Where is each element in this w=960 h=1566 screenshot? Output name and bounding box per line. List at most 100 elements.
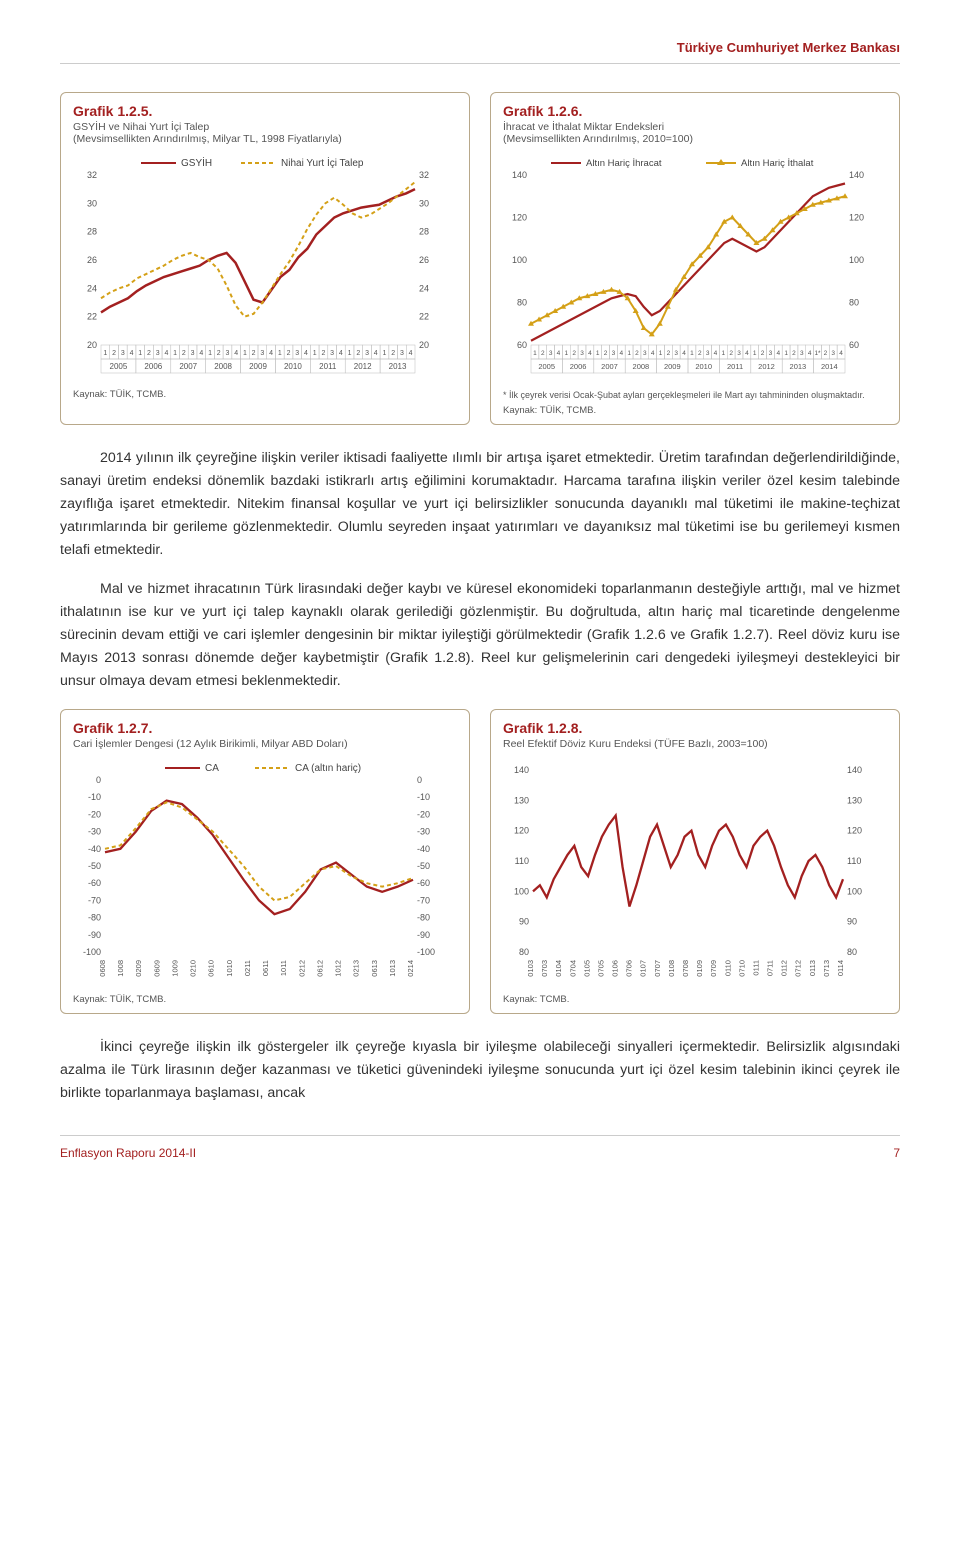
svg-text:110: 110 xyxy=(847,856,861,866)
svg-text:2: 2 xyxy=(761,350,765,357)
svg-text:3: 3 xyxy=(260,350,264,357)
chart-126-title: Grafik 1.2.6. xyxy=(503,103,887,119)
chart-128-sub: Reel Efektif Döviz Kuru Endeksi (TÜFE Ba… xyxy=(503,738,887,750)
svg-text:0214: 0214 xyxy=(406,960,415,977)
svg-text:2: 2 xyxy=(572,350,576,357)
svg-text:0707: 0707 xyxy=(653,960,662,977)
svg-text:1009: 1009 xyxy=(170,960,179,977)
svg-text:90: 90 xyxy=(519,916,529,926)
svg-text:0213: 0213 xyxy=(352,960,361,977)
svg-text:-100: -100 xyxy=(83,947,101,957)
svg-text:20: 20 xyxy=(87,340,97,350)
svg-text:60: 60 xyxy=(849,340,859,350)
svg-text:1: 1 xyxy=(753,350,757,357)
svg-text:20: 20 xyxy=(419,340,429,350)
svg-text:4: 4 xyxy=(339,350,343,357)
svg-text:2009: 2009 xyxy=(664,362,681,371)
svg-text:CA: CA xyxy=(205,763,219,774)
svg-text:-70: -70 xyxy=(88,895,101,905)
svg-text:4: 4 xyxy=(409,350,413,357)
footer-report: Enflasyon Raporu 2014-II xyxy=(60,1146,196,1160)
svg-text:1: 1 xyxy=(627,350,631,357)
svg-text:3: 3 xyxy=(737,350,741,357)
svg-text:-40: -40 xyxy=(417,843,430,853)
svg-text:2005: 2005 xyxy=(538,362,555,371)
svg-text:0110: 0110 xyxy=(723,960,732,976)
svg-text:4: 4 xyxy=(130,350,134,357)
svg-text:0114: 0114 xyxy=(836,960,845,976)
svg-text:0209: 0209 xyxy=(134,960,143,977)
svg-text:3: 3 xyxy=(156,350,160,357)
svg-text:120: 120 xyxy=(514,825,529,835)
svg-text:0113: 0113 xyxy=(808,960,817,976)
svg-text:2: 2 xyxy=(792,350,796,357)
svg-text:0210: 0210 xyxy=(189,960,198,977)
header: Türkiye Cumhuriyet Merkez Bankası xyxy=(60,40,900,64)
svg-text:120: 120 xyxy=(849,213,864,223)
svg-text:2009: 2009 xyxy=(249,362,267,371)
svg-text:-60: -60 xyxy=(417,878,430,888)
svg-text:1: 1 xyxy=(348,350,352,357)
svg-text:120: 120 xyxy=(512,213,527,223)
svg-text:0608: 0608 xyxy=(98,960,107,977)
svg-text:2010: 2010 xyxy=(284,362,302,371)
svg-text:32: 32 xyxy=(87,170,97,180)
chart-127-source: Kaynak: TÜİK, TCMB. xyxy=(73,994,457,1005)
svg-text:4: 4 xyxy=(164,350,168,357)
svg-text:3: 3 xyxy=(580,350,584,357)
chart-128-svg: 8080909010010011011012012013013014014001… xyxy=(503,756,887,991)
svg-text:-80: -80 xyxy=(88,912,101,922)
svg-text:26: 26 xyxy=(87,255,97,265)
svg-text:-10: -10 xyxy=(417,792,430,802)
svg-text:3: 3 xyxy=(191,350,195,357)
svg-text:140: 140 xyxy=(847,765,862,775)
svg-text:0712: 0712 xyxy=(794,960,803,977)
svg-text:0: 0 xyxy=(96,775,101,785)
svg-text:2012: 2012 xyxy=(758,362,775,371)
svg-text:1: 1 xyxy=(208,350,212,357)
svg-text:4: 4 xyxy=(199,350,203,357)
svg-text:2010: 2010 xyxy=(695,362,712,371)
svg-text:140: 140 xyxy=(849,170,864,180)
chart-127-sub: Cari İşlemler Dengesi (12 Aylık Birikiml… xyxy=(73,738,457,750)
svg-text:-70: -70 xyxy=(417,895,430,905)
svg-text:2007: 2007 xyxy=(179,362,197,371)
svg-text:0704: 0704 xyxy=(568,960,577,977)
svg-text:0108: 0108 xyxy=(667,960,676,977)
svg-text:4: 4 xyxy=(714,350,718,357)
para-3: İkinci çeyreğe ilişkin ilk göstergeler i… xyxy=(60,1036,900,1105)
chart-128-source: Kaynak: TCMB. xyxy=(503,994,887,1005)
svg-text:22: 22 xyxy=(419,312,429,322)
svg-text:-30: -30 xyxy=(88,826,101,836)
footer-page: 7 xyxy=(893,1146,900,1160)
chart-125: Grafik 1.2.5. GSYİH ve Nihai Yurt İçi Ta… xyxy=(60,92,470,425)
svg-text:28: 28 xyxy=(419,227,429,237)
svg-text:1: 1 xyxy=(722,350,726,357)
svg-text:1: 1 xyxy=(596,350,600,357)
svg-text:1: 1 xyxy=(784,350,788,357)
svg-text:3: 3 xyxy=(612,350,616,357)
svg-text:0105: 0105 xyxy=(582,960,591,977)
svg-text:24: 24 xyxy=(419,283,429,293)
svg-text:0613: 0613 xyxy=(370,960,379,977)
svg-text:3: 3 xyxy=(330,350,334,357)
svg-text:0112: 0112 xyxy=(780,960,789,976)
svg-text:3: 3 xyxy=(831,350,835,357)
svg-text:130: 130 xyxy=(847,795,862,805)
svg-text:100: 100 xyxy=(512,255,527,265)
svg-text:120: 120 xyxy=(847,825,862,835)
svg-text:Nihai Yurt İçi Talep: Nihai Yurt İçi Talep xyxy=(281,156,364,169)
svg-text:32: 32 xyxy=(419,170,429,180)
svg-text:2005: 2005 xyxy=(110,362,128,371)
svg-text:24: 24 xyxy=(87,283,97,293)
svg-text:1: 1 xyxy=(243,350,247,357)
svg-text:0109: 0109 xyxy=(695,960,704,977)
chart-126-footnote: * İlk çeyrek verisi Ocak-Şubat ayları ge… xyxy=(503,390,887,402)
svg-text:CA (altın hariç): CA (altın hariç) xyxy=(295,763,361,774)
svg-text:1012: 1012 xyxy=(334,960,343,977)
svg-text:80: 80 xyxy=(847,947,857,957)
svg-text:140: 140 xyxy=(512,170,527,180)
chart-127: Grafik 1.2.7. Cari İşlemler Dengesi (12 … xyxy=(60,709,470,1014)
charts-row-1: Grafik 1.2.5. GSYİH ve Nihai Yurt İçi Ta… xyxy=(60,92,900,425)
svg-text:2012: 2012 xyxy=(354,362,372,371)
